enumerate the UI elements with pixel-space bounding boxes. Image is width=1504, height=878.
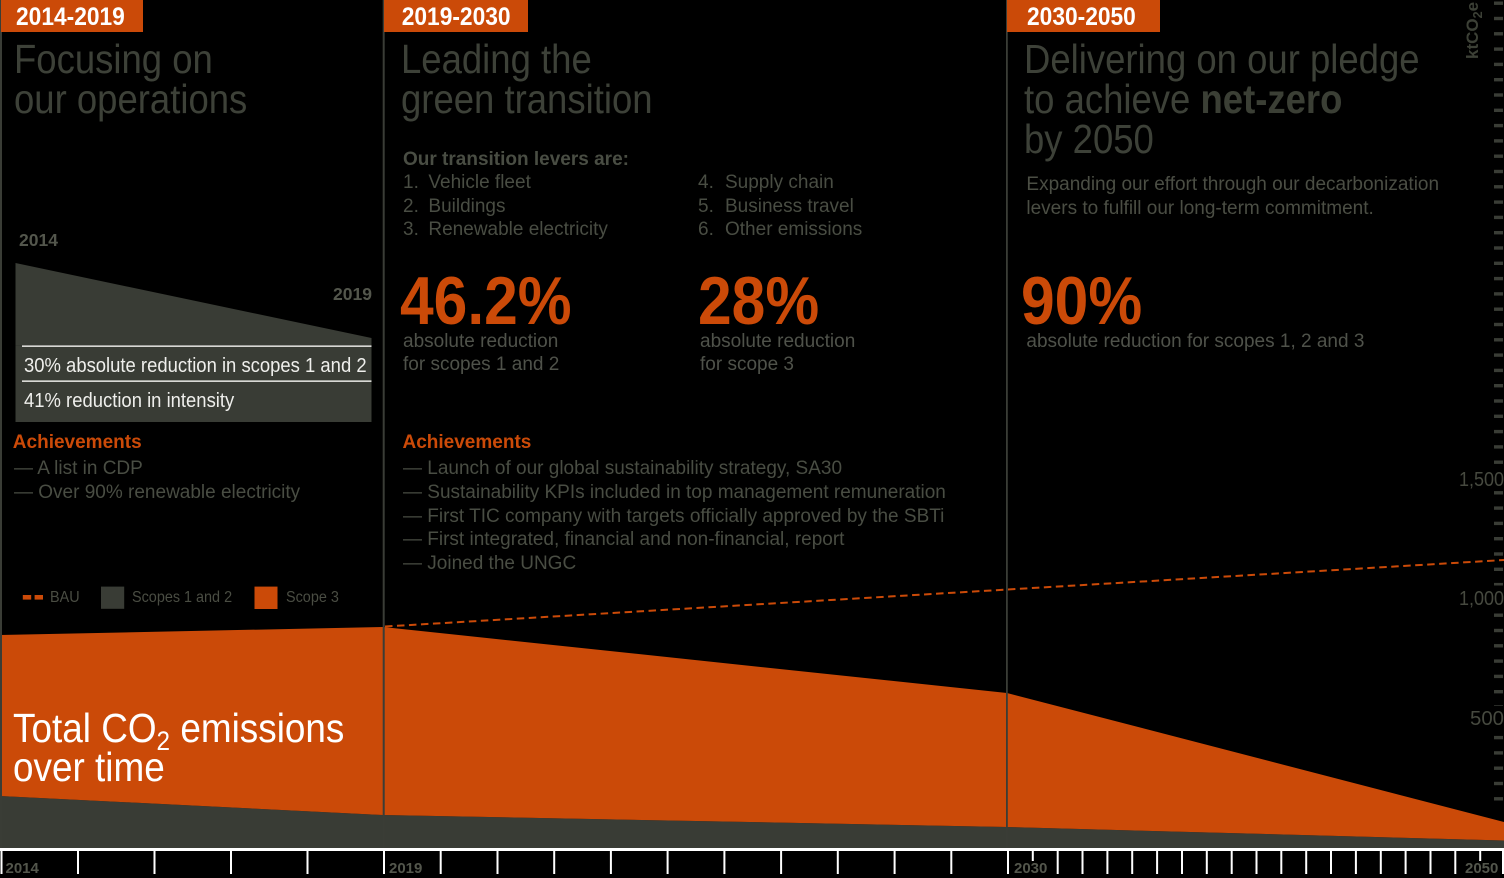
svg-text:500: 500 <box>1470 708 1504 730</box>
svg-text:1,000: 1,000 <box>1459 588 1504 610</box>
svg-text:1,500: 1,500 <box>1459 469 1504 491</box>
svg-text:ktCO2e: ktCO2e <box>1463 2 1485 59</box>
